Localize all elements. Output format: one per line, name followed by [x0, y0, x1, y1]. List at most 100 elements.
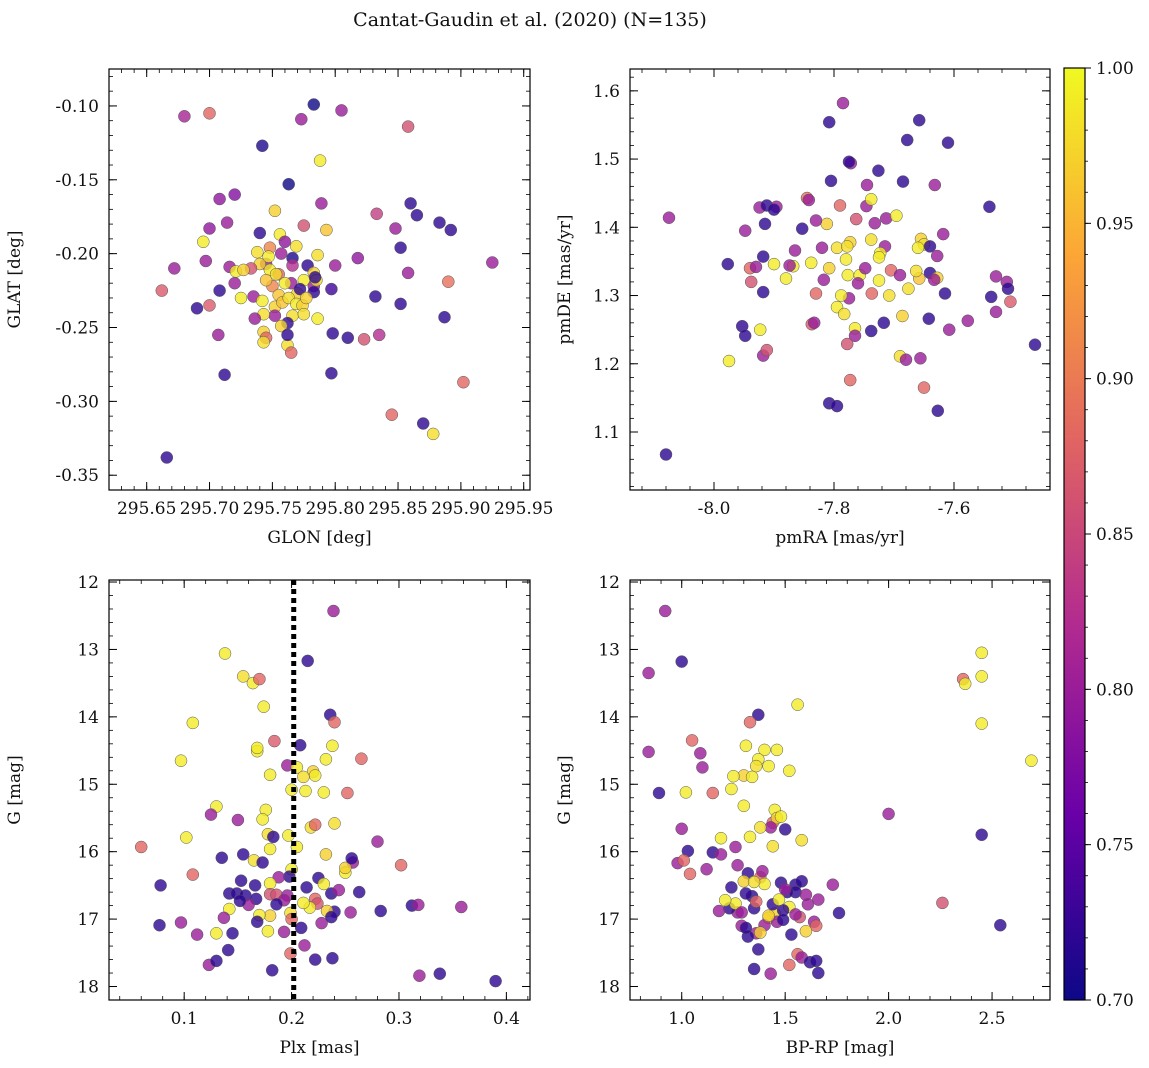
data-point [256, 294, 269, 308]
data-point [762, 759, 775, 773]
data-point [758, 877, 771, 891]
data-point [725, 782, 738, 796]
data-point [683, 867, 697, 881]
data-point [902, 282, 915, 295]
data-point [257, 336, 270, 349]
data-point [864, 233, 878, 246]
data-point [725, 881, 738, 894]
data-point [785, 928, 798, 941]
data-point [215, 851, 229, 865]
x-tick-label: -7.6 [938, 499, 971, 519]
data-point [319, 753, 333, 766]
data-point [281, 328, 294, 342]
y-tick-label: -0.35 [55, 466, 99, 486]
data-point [659, 448, 673, 461]
data-point [860, 178, 874, 192]
data-point [297, 770, 310, 784]
data-point [320, 223, 333, 237]
data-point [833, 199, 847, 212]
data-point [727, 769, 740, 783]
data-point [272, 871, 285, 884]
data-point [293, 282, 307, 296]
colorbar-gradient [1063, 67, 1086, 1001]
data-point [433, 967, 447, 980]
y-tick-label: 17 [77, 910, 99, 930]
data-point [234, 291, 248, 305]
data-point [718, 893, 732, 907]
data-point [253, 672, 266, 686]
data-point [774, 810, 788, 823]
data-point [369, 290, 382, 303]
data-point [413, 969, 426, 982]
data-point [864, 193, 878, 206]
data-point [278, 276, 292, 290]
data-point [265, 964, 279, 977]
colorbar-tick-label: 1.00 [1096, 59, 1134, 79]
data-point [444, 223, 458, 237]
data-point [714, 848, 728, 861]
data-point [401, 266, 415, 280]
data-point [297, 307, 311, 321]
data-point [1028, 338, 1042, 351]
data-point [203, 222, 216, 235]
data-point [155, 284, 169, 297]
data-point [714, 831, 728, 845]
data-point [282, 177, 295, 191]
data-point [882, 289, 896, 302]
y-tick-label: 1.2 [593, 355, 620, 375]
data-point [426, 427, 440, 441]
data-point [341, 331, 355, 345]
data-point [642, 745, 655, 759]
data-point [893, 268, 907, 282]
x-tick-label: 1.0 [668, 1009, 695, 1029]
data-point [983, 200, 996, 214]
pmra-pmde-panel: -8.0 -7.8 -7.6 1.1 1.2 1.3 1.4 1.5 1.6 pmRA [mas/… [555, 68, 1051, 548]
data-point [256, 813, 269, 826]
data-point [776, 913, 790, 927]
data-point [168, 262, 181, 275]
data-point [822, 261, 836, 275]
data-point [298, 939, 311, 952]
data-point [865, 287, 879, 300]
data-point [928, 178, 942, 192]
data-point [840, 240, 854, 253]
data-point [890, 209, 903, 222]
data-point [457, 375, 470, 389]
data-point [236, 670, 250, 683]
data-point [236, 848, 250, 861]
data-point [278, 235, 292, 249]
data-point [896, 309, 909, 323]
data-point [404, 197, 417, 210]
data-point [801, 898, 815, 911]
data-point [213, 192, 226, 206]
data-point [696, 761, 709, 774]
data-point [174, 916, 188, 929]
data-point [809, 214, 823, 227]
x-tick-label: 295.80 [305, 499, 364, 519]
data-point [1025, 754, 1038, 767]
data-point [822, 115, 836, 129]
figure-title: Cantat-Gaudin et al. (2020) (N=135) [353, 9, 707, 31]
data-point [212, 328, 225, 342]
data-point [744, 275, 758, 289]
data-point [257, 700, 270, 713]
data-point [385, 408, 399, 421]
data-point [729, 840, 742, 854]
data-point [218, 647, 232, 660]
x-tick-label: 1.5 [772, 1009, 799, 1029]
data-point [840, 337, 854, 351]
data-point [760, 343, 774, 357]
data-point [927, 273, 941, 287]
data-point [675, 655, 688, 668]
data-point [308, 953, 322, 966]
data-point [308, 769, 322, 782]
data-point [836, 96, 850, 110]
data-point [300, 291, 313, 305]
x-axis-label: Plx [mas] [279, 1038, 359, 1058]
data-point [153, 918, 166, 932]
data-point [1004, 295, 1017, 308]
data-point [917, 381, 931, 394]
data-point [824, 174, 838, 188]
data-point [809, 287, 823, 300]
glon-glat-panel: 295.65 295.70 295.75 295.80 295.85 295.90 295.… [5, 68, 553, 548]
